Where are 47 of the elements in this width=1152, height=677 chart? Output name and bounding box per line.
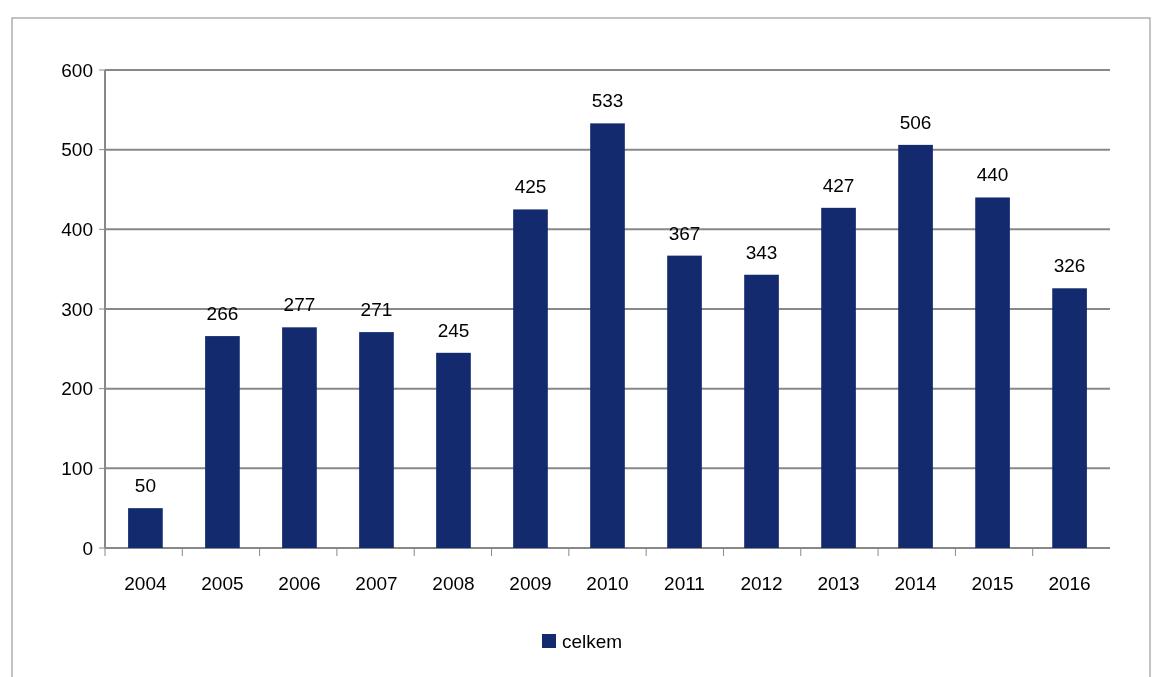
x-tick-label: 2016 [1048, 573, 1091, 594]
x-tick-label: 2015 [971, 573, 1014, 594]
x-tick-label: 2011 [664, 573, 705, 594]
data-label: 277 [283, 294, 316, 316]
data-label: 245 [437, 319, 470, 341]
data-label: 427 [822, 174, 855, 196]
data-label: 367 [668, 222, 701, 244]
bar [513, 209, 548, 548]
y-tick-label: 400 [61, 218, 93, 240]
x-tick-label: 2014 [894, 573, 938, 594]
y-tick-label: 500 [61, 139, 93, 161]
bar [282, 327, 317, 548]
bar [590, 123, 625, 548]
bar [205, 336, 240, 548]
data-label: 50 [134, 475, 156, 497]
y-tick-label: 0 [82, 537, 93, 559]
bar [1052, 288, 1087, 548]
bar [359, 332, 394, 548]
y-tick-label: 300 [61, 298, 93, 320]
data-label: 343 [745, 241, 778, 263]
y-tick-label: 100 [61, 457, 93, 479]
data-label: 326 [1053, 255, 1086, 277]
x-tick-label: 2005 [201, 573, 244, 594]
x-tick-label: 2013 [817, 573, 860, 594]
bar [975, 197, 1010, 548]
bar [898, 144, 933, 548]
legend-label: celkem [562, 631, 623, 652]
x-tick-label: 2007 [355, 573, 398, 594]
bar [128, 508, 163, 548]
x-tick-label: 2012 [740, 573, 783, 594]
bar [436, 352, 471, 548]
data-label: 533 [591, 90, 624, 112]
x-tick-label: 2010 [586, 573, 629, 594]
data-label: 440 [976, 164, 1009, 186]
bar [667, 255, 702, 548]
x-tick-label: 2004 [124, 573, 167, 594]
data-label: 266 [206, 303, 239, 325]
y-tick-label: 200 [61, 378, 93, 400]
x-tick-label: 2009 [509, 573, 552, 594]
data-label: 271 [360, 299, 393, 321]
x-tick-label: 2008 [432, 573, 475, 594]
bar [821, 207, 856, 548]
data-label: 506 [899, 111, 932, 133]
x-tick-label: 2006 [278, 573, 321, 594]
bar [744, 274, 779, 548]
y-tick-label: 600 [61, 59, 93, 81]
data-label: 425 [514, 176, 547, 198]
